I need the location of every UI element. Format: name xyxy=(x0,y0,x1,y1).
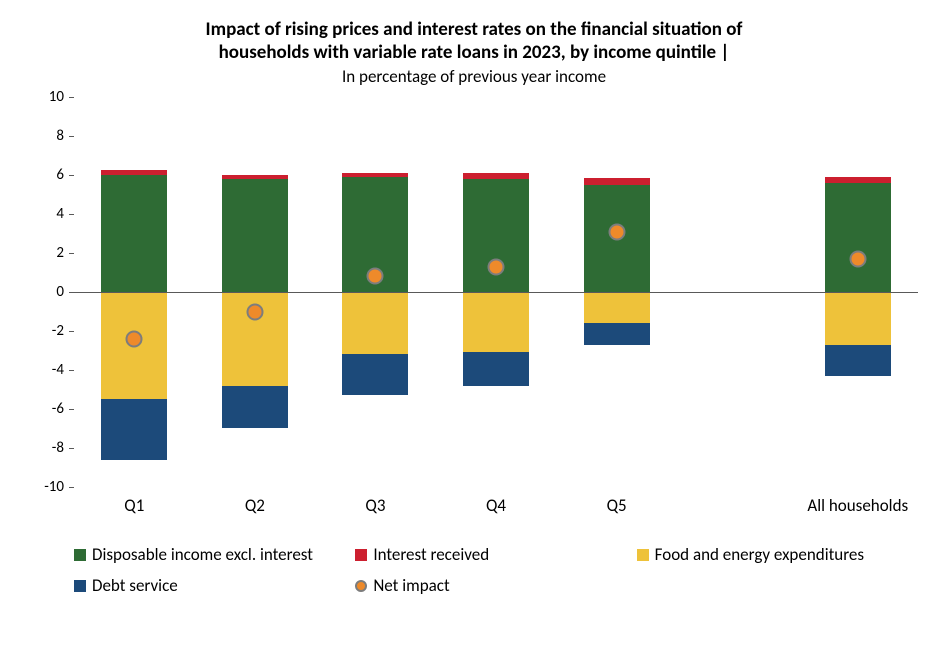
y-axis: 1086420-2-4-6-8-10 xyxy=(30,97,70,487)
y-tick-label: 8 xyxy=(56,127,64,145)
title-line-1: Impact of rising prices and interest rat… xyxy=(30,18,918,41)
bar-segment-interest-received xyxy=(584,178,650,185)
y-tick-label: -8 xyxy=(52,439,64,457)
y-tick-mark xyxy=(69,175,74,176)
y-tick-label: -6 xyxy=(52,400,64,418)
bar-segment-disposable-income xyxy=(825,183,891,292)
bar-segment-food-energy xyxy=(825,292,891,345)
y-tick-mark xyxy=(69,409,74,410)
plot-area xyxy=(74,97,918,487)
legend-swatch xyxy=(355,580,367,592)
chart-container: Impact of rising prices and interest rat… xyxy=(0,0,948,657)
zero-axis-line xyxy=(74,292,918,293)
y-tick-mark xyxy=(69,214,74,215)
y-tick-label: 2 xyxy=(56,244,64,262)
bar-segment-debt-service xyxy=(342,354,408,395)
bar-segment-debt-service xyxy=(825,345,891,376)
net-impact-marker xyxy=(367,268,384,285)
bar-segment-food-energy xyxy=(342,292,408,354)
y-tick-label: 6 xyxy=(56,166,64,184)
bar-segment-interest-received xyxy=(825,177,891,183)
plot-region: 1086420-2-4-6-8-10 xyxy=(30,97,918,487)
y-tick-mark xyxy=(69,253,74,254)
legend-item-disposable-income: Disposable income excl. interest xyxy=(74,544,355,565)
bar-segment-disposable-income xyxy=(222,179,288,292)
y-tick-mark xyxy=(69,448,74,449)
y-tick-label: -2 xyxy=(52,322,64,340)
legend: Disposable income excl. interest Interest… xyxy=(74,544,918,596)
bar-segment-debt-service xyxy=(463,352,529,385)
legend-label: Net impact xyxy=(373,575,449,596)
legend-item-debt-service: Debt service xyxy=(74,575,355,596)
y-tick-mark xyxy=(69,487,74,488)
y-tick-label: 10 xyxy=(49,88,64,106)
subtitle: In percentage of previous year income xyxy=(30,66,918,87)
y-tick-mark xyxy=(69,331,74,332)
net-impact-marker xyxy=(246,303,263,320)
legend-label: Food and energy expenditures xyxy=(655,544,864,565)
x-axis-labels: Q1Q2Q3Q4Q5 All households xyxy=(74,495,918,516)
legend-swatch xyxy=(74,580,86,592)
bar-segment-debt-service xyxy=(222,386,288,429)
bar-segment-food-energy xyxy=(463,292,529,352)
bar-segment-interest-received xyxy=(342,173,408,177)
legend-swatch xyxy=(355,549,367,561)
bar-segment-debt-service xyxy=(584,323,650,344)
legend-swatch xyxy=(74,549,86,561)
x-axis-label: Q2 xyxy=(195,495,316,516)
bar-segment-disposable-income xyxy=(101,175,167,292)
y-tick-label: 4 xyxy=(56,205,64,223)
title-line-2: households with variable rate loans in 2… xyxy=(30,41,918,64)
x-axis-label: Q1 xyxy=(74,495,195,516)
bar-segment-food-energy xyxy=(584,292,650,323)
legend-item-interest-received: Interest received xyxy=(355,544,636,565)
x-axis-label: All households xyxy=(797,495,918,516)
y-tick-label: 0 xyxy=(56,283,64,301)
y-tick-label: -10 xyxy=(44,478,64,496)
y-tick-mark xyxy=(69,136,74,137)
title-block: Impact of rising prices and interest rat… xyxy=(30,18,918,87)
y-tick-mark xyxy=(69,97,74,98)
bar-segment-debt-service xyxy=(101,399,167,459)
legend-label: Interest received xyxy=(373,544,489,565)
legend-item-net-impact: Net impact xyxy=(355,575,636,596)
bar-segment-interest-received xyxy=(222,175,288,179)
net-impact-marker xyxy=(849,250,866,267)
net-impact-marker xyxy=(488,258,505,275)
legend-label: Disposable income excl. interest xyxy=(92,544,313,565)
bar-segment-interest-received xyxy=(101,170,167,175)
legend-swatch xyxy=(637,549,649,561)
x-axis-label xyxy=(677,495,798,516)
legend-item-food-energy: Food and energy expenditures xyxy=(637,544,918,565)
net-impact-marker xyxy=(126,330,143,347)
y-tick-mark xyxy=(69,370,74,371)
x-axis-label: Q3 xyxy=(315,495,436,516)
net-impact-marker xyxy=(608,223,625,240)
x-axis-label: Q4 xyxy=(436,495,557,516)
legend-label: Debt service xyxy=(92,575,178,596)
x-axis-label: Q5 xyxy=(556,495,677,516)
bar-segment-interest-received xyxy=(463,173,529,179)
y-tick-label: -4 xyxy=(52,361,64,379)
